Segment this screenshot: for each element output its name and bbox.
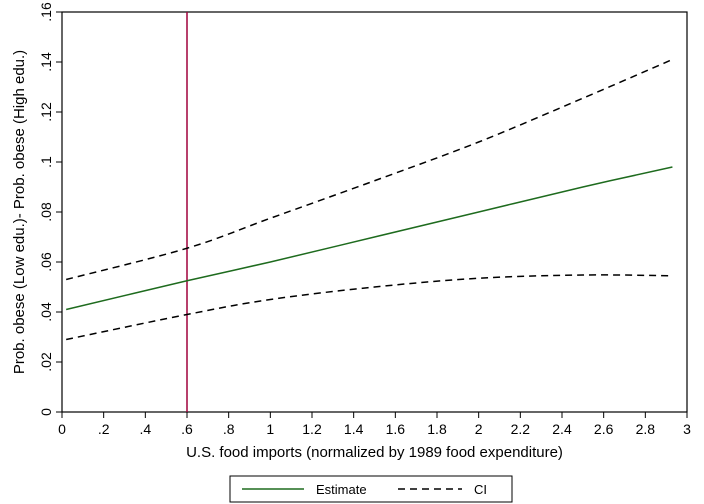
x-tick-label: 3 xyxy=(683,421,691,437)
y-tick-label: .02 xyxy=(38,352,54,372)
ci-lower-line xyxy=(66,274,673,341)
x-tick-label: 2.6 xyxy=(594,421,614,437)
y-tick-label: .08 xyxy=(38,202,54,222)
legend: Estimate CI xyxy=(229,475,513,503)
x-tick-label: .2 xyxy=(98,421,110,437)
plot-frame xyxy=(61,11,688,413)
x-tick-label: 2 xyxy=(475,421,483,437)
x-tick-label: 2.2 xyxy=(511,421,531,437)
axis-ticks: 0 .2 .4 .6 .8 1 1.2 1.4 1.6 1.8 2 2.2 2.4 2.6 2.8 3 0 .02… xyxy=(38,2,691,437)
y-tick-label: .1 xyxy=(38,156,54,168)
x-tick-label: 0 xyxy=(58,421,66,437)
estimate-line xyxy=(65,166,673,311)
x-tick-label: 1.8 xyxy=(427,421,447,437)
y-tick-label: .16 xyxy=(38,2,54,22)
legend-label-estimate: Estimate xyxy=(316,482,367,497)
legend-label-ci: CI xyxy=(474,482,487,497)
ci-upper-line xyxy=(65,58,673,281)
x-tick-label: .4 xyxy=(139,421,151,437)
y-tick-label: 0 xyxy=(38,408,54,416)
x-tick-label: 1.6 xyxy=(386,421,406,437)
y-tick-label: .12 xyxy=(38,102,54,122)
x-tick-label: .8 xyxy=(223,421,235,437)
x-tick-label: 1 xyxy=(266,421,274,437)
x-tick-label: 2.4 xyxy=(552,421,572,437)
y-tick-label: .04 xyxy=(38,302,54,322)
x-axis-label: U.S. food imports (normalized by 1989 fo… xyxy=(186,444,563,461)
x-tick-label: 1.4 xyxy=(344,421,364,437)
y-axis-label: Prob. obese (Low edu.)- Prob. obese (Hig… xyxy=(11,50,28,374)
y-tick-label: .14 xyxy=(38,52,54,72)
x-tick-label: 2.8 xyxy=(636,421,656,437)
x-tick-label: .6 xyxy=(181,421,193,437)
plot-marks xyxy=(65,12,673,412)
x-tick-label: 1.2 xyxy=(302,421,322,437)
y-tick-label: .06 xyxy=(38,252,54,272)
